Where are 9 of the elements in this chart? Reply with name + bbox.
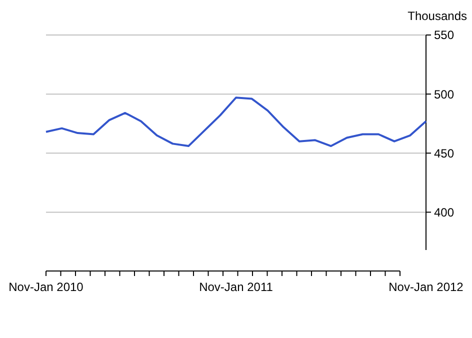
- y-axis-title: Thousands: [408, 9, 467, 23]
- x-tick-label: Nov-Jan 2010: [8, 280, 84, 294]
- line-series: [45, 96, 427, 148]
- x-tick-label: Nov-Jan 2012: [388, 280, 464, 294]
- y-tick-label: 450: [434, 146, 454, 160]
- y-tick-label: 500: [434, 87, 454, 102]
- x-tick-label: Nov-Jan 2011: [199, 280, 274, 294]
- y-tick-label: 400: [434, 205, 454, 220]
- y-tick-label: 550: [434, 28, 454, 42]
